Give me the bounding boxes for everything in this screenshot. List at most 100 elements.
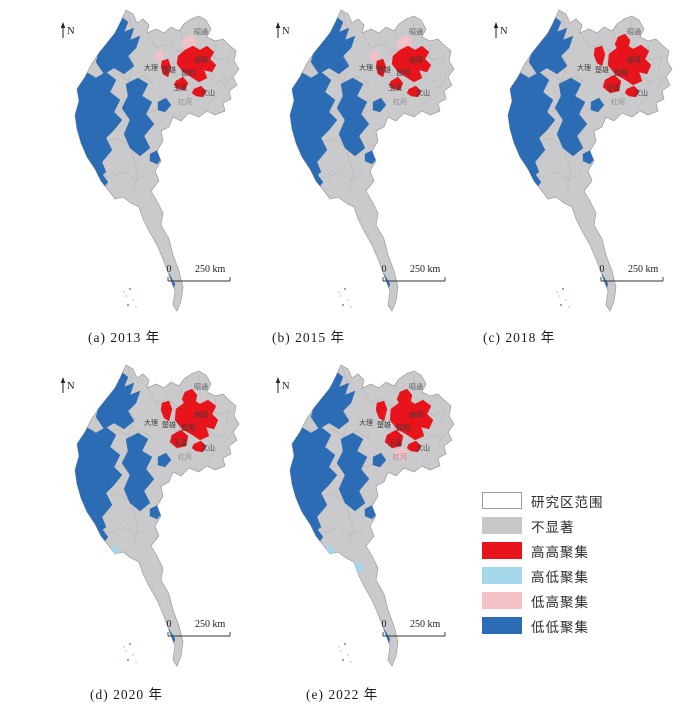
high-high-cluster <box>593 45 606 67</box>
island-dot <box>347 299 349 301</box>
map-label-dali: 大理 <box>359 418 373 427</box>
north-label: N <box>67 381 75 392</box>
map-label-dali: 大理 <box>359 63 373 72</box>
north-label: N <box>282 381 290 392</box>
map-panel-2020: 昭通 大理 楚雄 昆明 曲靖 玉溪 文山 红河 N 0 250 km <box>30 359 242 671</box>
map-label-dali: 大理 <box>144 418 158 427</box>
high-high-cluster <box>388 76 404 91</box>
map-label-dali: 大理 <box>144 63 158 72</box>
map-label-wenshan: 文山 <box>416 443 430 452</box>
map-label-qujing: 曲靖 <box>194 55 208 64</box>
island-dot <box>347 654 349 656</box>
legend-label-low_high: 低高聚集 <box>531 594 589 610</box>
map-label-honghe: 红河 <box>178 97 192 106</box>
high-high-cluster <box>384 429 404 449</box>
map-panel-2015: 昭通 大理 楚雄 昆明 曲靖 玉溪 文山 红河 N 0 250 km <box>245 4 457 316</box>
high-high-cluster <box>406 440 422 453</box>
legend-item-not_significant: 不显著 <box>482 517 682 535</box>
high-high-cluster <box>391 45 432 83</box>
island-dot <box>127 304 129 306</box>
north-label: N <box>500 26 508 37</box>
map-label-kunming: 昆明 <box>396 424 410 432</box>
island-dot <box>127 659 129 661</box>
island-dot <box>340 295 342 297</box>
map-label-honghe: 红河 <box>611 97 625 106</box>
low-low-cluster <box>372 97 387 113</box>
scalebar-zero: 0 <box>167 264 172 275</box>
caption-2022: (e) 2022 年 <box>306 687 379 702</box>
map-label-zhaotong: 昭通 <box>409 27 423 36</box>
island-dot <box>340 650 342 652</box>
district-boundary <box>528 171 582 181</box>
high-high-cluster <box>375 400 388 422</box>
high-high-cluster <box>624 85 640 98</box>
island-dot <box>350 306 352 308</box>
map-label-kunming: 昆明 <box>396 69 410 77</box>
map-panel-2018: 昭通 大理 楚雄 昆明 曲靖 玉溪 文山 红河 N 0 250 km <box>463 4 675 316</box>
scalebar-zero: 0 <box>382 264 387 275</box>
north-arrow-head <box>493 22 499 28</box>
caption-2020: (d) 2020 年 <box>90 687 163 702</box>
island-dot <box>132 299 134 301</box>
legend-item-high_high: 高高聚集 <box>482 542 682 560</box>
map-label-qujing: 曲靖 <box>409 55 423 64</box>
map-label-qujing: 曲靖 <box>194 410 208 419</box>
high-high-cluster <box>160 58 172 78</box>
map-label-qujing: 曲靖 <box>627 55 641 64</box>
high-high-cluster <box>389 398 434 441</box>
cluster-layer <box>290 366 448 652</box>
north-arrow-head <box>60 377 66 383</box>
scalebar-zero: 0 <box>167 619 172 630</box>
scalebar-distance: 250 km <box>410 264 441 275</box>
low-low-cluster <box>372 452 387 468</box>
island-dot <box>338 646 340 648</box>
map-label-yuxi: 玉溪 <box>388 438 402 447</box>
island-dot <box>132 654 134 656</box>
high-high-cluster <box>191 85 207 98</box>
map-panel-2013: 昭通 大理 楚雄 昆明 曲靖 玉溪 文山 红河 N 0 250 km <box>30 4 242 316</box>
legend-label-high_high: 高高聚集 <box>531 544 589 560</box>
low-high-cluster <box>393 447 410 462</box>
map-label-chuxiong: 楚雄 <box>595 65 609 74</box>
high-high-cluster <box>169 429 189 449</box>
island-dot <box>568 306 570 308</box>
legend-swatch-study_area <box>482 492 522 509</box>
low-low-cluster <box>121 77 155 157</box>
island-dot <box>125 650 127 652</box>
island-dot <box>129 288 131 290</box>
north-label: N <box>67 26 75 37</box>
map-label-wenshan: 文山 <box>634 88 648 97</box>
district-boundary <box>179 19 233 107</box>
map-label-chuxiong: 楚雄 <box>377 65 391 74</box>
legend-label-low_low: 低低聚集 <box>531 619 589 635</box>
high-high-cluster <box>160 400 173 422</box>
low-low-cluster <box>121 432 155 512</box>
district-boundary <box>95 526 149 536</box>
map-label-chuxiong: 楚雄 <box>377 420 391 429</box>
island-dot <box>565 299 567 301</box>
island-dot <box>558 295 560 297</box>
low-low-cluster <box>554 77 588 157</box>
legend-swatch-low_high <box>482 592 522 609</box>
map-label-wenshan: 文山 <box>416 88 430 97</box>
map-label-wenshan: 文山 <box>201 443 215 452</box>
legend-item-low_high: 低高聚集 <box>482 592 682 610</box>
legend-item-high_low: 高低聚集 <box>482 567 682 585</box>
caption-2013: (a) 2013 年 <box>88 330 161 345</box>
scalebar-distance: 250 km <box>410 619 441 630</box>
island-dot <box>560 304 562 306</box>
high-high-cluster <box>607 43 652 86</box>
map-label-kunming: 昆明 <box>614 69 628 77</box>
north-arrow-head <box>275 377 281 383</box>
island-dot <box>350 661 352 663</box>
map-label-zhaotong: 昭通 <box>409 382 423 391</box>
low-low-cluster <box>157 452 172 468</box>
island-dot <box>556 291 558 293</box>
island-dot <box>125 295 127 297</box>
island-dot <box>344 643 346 645</box>
low-low-cluster <box>157 97 172 113</box>
map-legend: 研究区范围 不显著 高高聚集 高低聚集 低高聚集 低低聚集 <box>482 492 682 642</box>
